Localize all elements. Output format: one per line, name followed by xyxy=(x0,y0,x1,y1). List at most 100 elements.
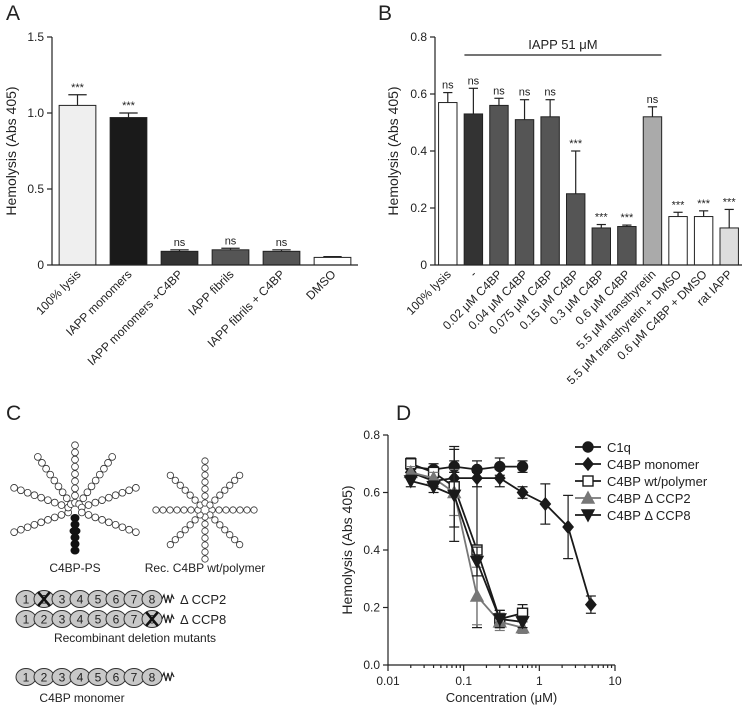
y-tick-label: 0.5 xyxy=(27,182,44,196)
star-bead xyxy=(46,470,55,479)
legend-marker xyxy=(582,441,594,453)
marker xyxy=(493,471,506,486)
legend-label: C1q xyxy=(607,440,631,455)
star-bead xyxy=(37,518,45,527)
star-bead xyxy=(71,441,79,450)
group-label: Recombinant deletion mutants xyxy=(54,631,216,645)
core-segment xyxy=(70,540,80,548)
y-tick-label: 0.2 xyxy=(363,601,380,615)
ccp-number: 4 xyxy=(77,613,84,627)
significance-label: *** xyxy=(672,199,686,211)
marker xyxy=(492,613,507,627)
bar xyxy=(58,104,97,266)
x-tick-label: IAPP fibrils xyxy=(185,267,236,318)
tail xyxy=(161,613,175,624)
ccp-number: 7 xyxy=(131,593,138,607)
star-bead xyxy=(44,496,52,504)
star-bead xyxy=(236,506,244,514)
star-bead xyxy=(201,485,209,493)
legend-marker xyxy=(582,456,594,472)
deletion-cross xyxy=(145,611,159,627)
ccp-number: 5 xyxy=(95,671,102,685)
x-tick-label: 100% lysis xyxy=(33,267,83,317)
star-bead xyxy=(71,484,79,493)
ccp-number: 6 xyxy=(113,613,120,627)
significance-label: ns xyxy=(276,237,288,249)
star-label: Rec. C4BP wt/polymer xyxy=(145,561,266,575)
star-bead xyxy=(201,548,209,556)
marker xyxy=(515,616,530,630)
star-bead xyxy=(201,541,209,549)
star-bead xyxy=(105,493,113,502)
bar xyxy=(668,216,688,266)
star-bead xyxy=(57,511,66,519)
star-bead xyxy=(229,506,237,514)
deletion-cross xyxy=(37,591,51,607)
x-tick-label: - xyxy=(467,267,480,280)
significance-label: ns xyxy=(519,87,531,99)
star-bead xyxy=(236,541,244,549)
significance-label: *** xyxy=(71,82,85,94)
legend-label: C4BP monomer xyxy=(607,457,700,472)
bar xyxy=(565,193,586,266)
bar xyxy=(109,117,148,266)
star-bead xyxy=(98,516,106,524)
star-bead xyxy=(206,501,214,509)
star-bead xyxy=(104,459,112,467)
star-bead xyxy=(186,491,194,499)
star-bead xyxy=(173,506,181,514)
significance-label: *** xyxy=(723,196,737,208)
star-bead xyxy=(201,464,209,472)
star-bead xyxy=(10,528,18,536)
star-bead xyxy=(87,482,96,491)
star-bead xyxy=(84,511,93,519)
star-bead xyxy=(243,506,251,514)
star-bead xyxy=(108,453,116,461)
star-bead xyxy=(180,506,188,514)
significance-label: *** xyxy=(620,212,634,224)
star-bead xyxy=(125,525,133,534)
y-tick-label: 0 xyxy=(420,258,427,272)
bar xyxy=(262,250,301,266)
star-bead xyxy=(91,513,100,522)
significance-label: ns xyxy=(647,94,659,106)
star-bead xyxy=(250,506,258,514)
significance-label: *** xyxy=(595,212,609,224)
ccp-number: 6 xyxy=(113,593,120,607)
ccp-number: 1 xyxy=(23,593,30,607)
star-bead xyxy=(181,486,189,494)
star-bead xyxy=(221,486,229,494)
marker xyxy=(403,475,418,489)
ccp-number: 7 xyxy=(131,613,138,627)
x-axis-label: Concentration (μM) xyxy=(446,690,558,705)
x-tick-label: 1 xyxy=(536,674,543,688)
star-bead xyxy=(221,526,229,534)
star-bead xyxy=(191,496,199,504)
core-segment xyxy=(70,546,80,555)
legend-label: C4BP wt/polymer xyxy=(607,474,708,489)
star-bead xyxy=(30,520,39,529)
star-bead xyxy=(17,525,25,534)
star-bead xyxy=(181,526,189,534)
star-bead xyxy=(171,476,179,484)
bar xyxy=(463,113,484,266)
star-bead xyxy=(38,459,46,467)
panel-letter: A xyxy=(6,2,20,25)
star-bead xyxy=(50,476,59,485)
bracket-label: IAPP 51 μM xyxy=(528,37,597,52)
marker xyxy=(539,496,552,512)
significance-label: *** xyxy=(697,198,711,210)
star-bead xyxy=(159,506,167,514)
y-tick-label: 0.6 xyxy=(363,486,380,500)
star-bead xyxy=(91,476,100,485)
star-bead xyxy=(34,453,42,461)
y-tick-label: 1.0 xyxy=(27,106,44,120)
star-bead xyxy=(98,496,106,504)
star-bead xyxy=(50,498,59,507)
ccp-number: 3 xyxy=(59,613,66,627)
star-bead xyxy=(201,527,209,535)
star-bead xyxy=(176,531,184,539)
significance-label: *** xyxy=(122,100,136,112)
ccp-number: 3 xyxy=(59,593,66,607)
ccp-number: 3 xyxy=(59,671,66,685)
